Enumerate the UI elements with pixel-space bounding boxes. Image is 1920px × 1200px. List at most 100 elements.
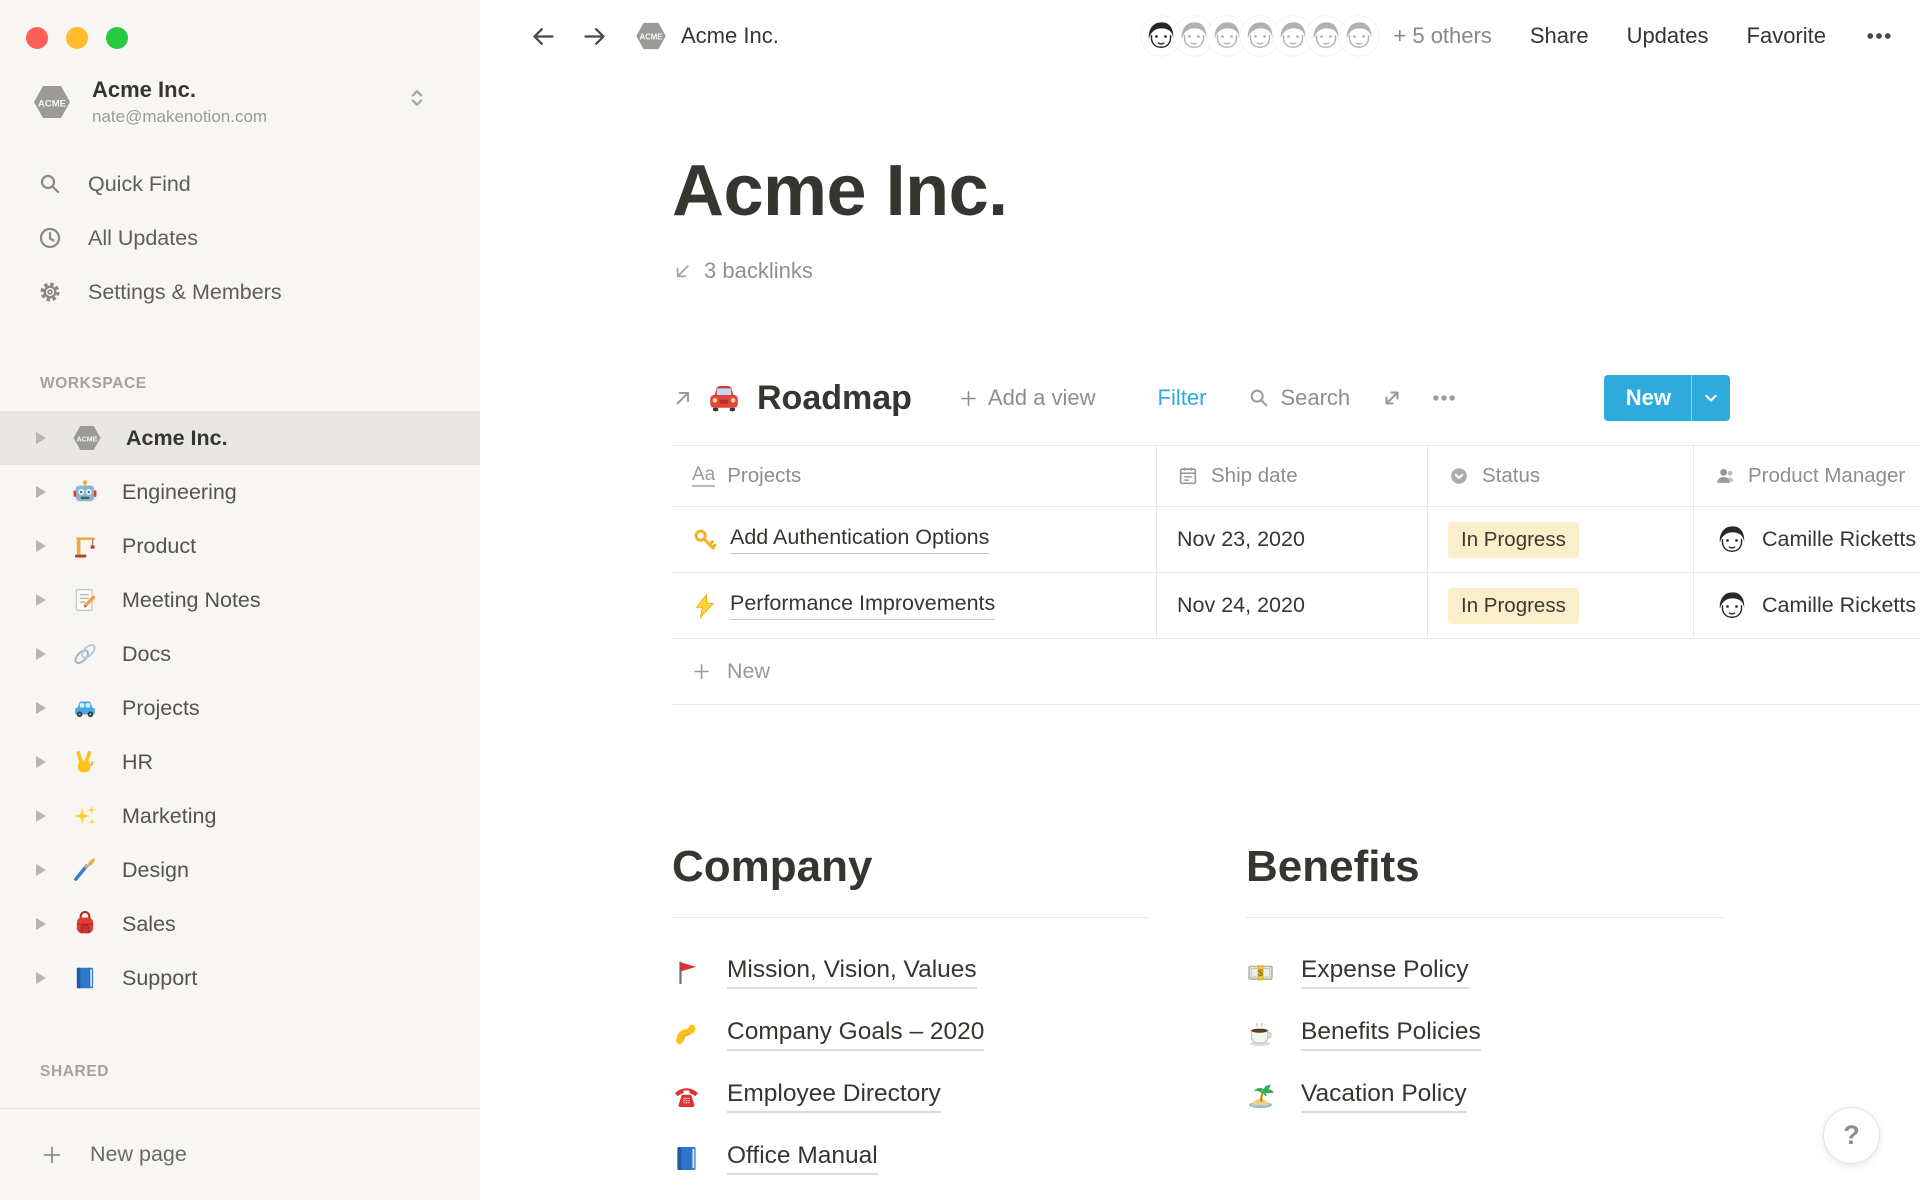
ship-date-value: Nov 23, 2020: [1177, 527, 1305, 551]
avatar[interactable]: [1306, 16, 1347, 56]
red-flag-icon: [672, 958, 701, 987]
expand-toggle-icon[interactable]: [36, 594, 46, 606]
column-header-projects[interactable]: Aa Projects: [672, 446, 1156, 506]
share-button[interactable]: Share: [1529, 23, 1589, 48]
company-links: Mission, Vision, Values Company Goals – …: [672, 941, 1150, 1189]
table-new-row-button[interactable]: New: [672, 639, 1920, 705]
page-link-mission-vision-values[interactable]: Mission, Vision, Values: [672, 941, 1150, 1003]
sidebar-item-all-updates[interactable]: All Updates: [0, 211, 480, 265]
sidebar-item-marketing[interactable]: Marketing: [0, 789, 480, 843]
expand-icon[interactable]: [1380, 386, 1404, 410]
page-link-employee-directory[interactable]: Employee Directory: [672, 1065, 1150, 1127]
project-cell[interactable]: Performance Improvements: [672, 573, 1156, 638]
roadmap-table: Aa Projects Ship date Status Product Man…: [672, 445, 1920, 705]
red-telephone-icon: [672, 1082, 701, 1111]
avatar: [1714, 522, 1750, 558]
avatar[interactable]: [1141, 16, 1182, 56]
blue-book-icon: [72, 965, 98, 991]
sidebar-item-meeting-notes[interactable]: Meeting Notes: [0, 573, 480, 627]
expand-toggle-icon[interactable]: [36, 432, 46, 444]
new-record-button[interactable]: New: [1603, 375, 1730, 421]
expand-toggle-icon[interactable]: [36, 972, 46, 984]
page-link-label: Mission, Vision, Values: [727, 956, 977, 989]
page-title[interactable]: Acme Inc.: [672, 151, 1008, 231]
backlinks-label: 3 backlinks: [704, 258, 813, 283]
sidebar-item-docs[interactable]: Docs: [0, 627, 480, 681]
page-link-label: Office Manual: [727, 1142, 878, 1175]
sidebar-item-product[interactable]: Product: [0, 519, 480, 573]
breadcrumb[interactable]: Acme Inc.: [681, 23, 779, 48]
ship-date-cell[interactable]: Nov 24, 2020: [1156, 573, 1427, 638]
expand-toggle-icon[interactable]: [36, 540, 46, 552]
backlinks-button[interactable]: 3 backlinks: [672, 255, 813, 287]
project-link[interactable]: Performance Improvements: [730, 591, 996, 620]
manager-cell[interactable]: Camille Ricketts: [1693, 507, 1920, 572]
back-arrow-icon[interactable]: [530, 23, 557, 50]
ellipsis-icon[interactable]: [1864, 21, 1894, 51]
page-link-vacation-policy[interactable]: Vacation Policy: [1246, 1065, 1724, 1127]
page-link-office-manual[interactable]: Office Manual: [672, 1127, 1150, 1189]
collection-title[interactable]: Roadmap: [757, 378, 912, 417]
chevron-up-down-icon[interactable]: [406, 87, 428, 109]
gear-icon: [38, 280, 62, 304]
sidebar-item-engineering[interactable]: Engineering: [0, 465, 480, 519]
new-page-button[interactable]: New page: [0, 1108, 480, 1200]
sidebar-item-settings-members[interactable]: Settings & Members: [0, 265, 480, 319]
paperclips-icon: [72, 641, 98, 667]
expand-toggle-icon[interactable]: [36, 864, 46, 876]
acme-badge-icon: [634, 22, 668, 50]
expand-toggle-icon[interactable]: [36, 486, 46, 498]
open-as-page-icon[interactable]: [672, 387, 694, 409]
sidebar-item-support[interactable]: Support: [0, 951, 480, 1005]
manager-cell[interactable]: Camille Ricketts: [1693, 573, 1920, 638]
search-button[interactable]: Search: [1248, 385, 1350, 411]
workspace-switcher[interactable]: Acme Inc. nate@makenotion.com: [32, 77, 450, 127]
page-link-label: Benefits Policies: [1301, 1018, 1481, 1051]
expand-toggle-icon[interactable]: [36, 918, 46, 930]
status-cell[interactable]: In Progress: [1427, 573, 1693, 638]
forward-arrow-icon[interactable]: [581, 23, 608, 50]
status-cell[interactable]: In Progress: [1427, 507, 1693, 572]
sidebar-item-label: Settings & Members: [88, 279, 282, 304]
page-link-expense-policy[interactable]: Expense Policy: [1246, 941, 1724, 1003]
text-property-icon: Aa: [692, 464, 716, 487]
page-link-benefits-policies[interactable]: Benefits Policies: [1246, 1003, 1724, 1065]
sidebar-item-design[interactable]: Design: [0, 843, 480, 897]
window-controls: [0, 0, 480, 49]
updates-button[interactable]: Updates: [1626, 23, 1709, 48]
more-options-icon[interactable]: [1430, 384, 1458, 412]
project-link[interactable]: Add Authentication Options: [730, 525, 990, 554]
arrow-down-left-icon: [672, 261, 693, 282]
minimize-window-button[interactable]: [66, 27, 88, 49]
sidebar-item-sales[interactable]: Sales: [0, 897, 480, 951]
expand-toggle-icon[interactable]: [36, 756, 46, 768]
sidebar-item-hr[interactable]: HR: [0, 735, 480, 789]
avatar[interactable]: [1339, 16, 1380, 56]
expand-toggle-icon[interactable]: [36, 702, 46, 714]
project-cell[interactable]: Add Authentication Options: [672, 507, 1156, 572]
page-link-label: Vacation Policy: [1301, 1080, 1467, 1113]
page-link-company-goals[interactable]: Company Goals – 2020: [672, 1003, 1150, 1065]
section-divider: [672, 917, 1150, 918]
sidebar-item-projects[interactable]: Projects: [0, 681, 480, 735]
ship-date-cell[interactable]: Nov 23, 2020: [1156, 507, 1427, 572]
filter-button[interactable]: Filter: [1157, 385, 1207, 410]
column-header-product-manager[interactable]: Product Manager: [1693, 446, 1920, 506]
sidebar-item-acme-inc[interactable]: Acme Inc.: [0, 411, 480, 465]
others-count-label[interactable]: + 5 others: [1393, 23, 1492, 48]
sidebar-item-quick-find[interactable]: Quick Find: [0, 157, 480, 211]
zoom-window-button[interactable]: [106, 27, 128, 49]
column-header-ship-date[interactable]: Ship date: [1156, 446, 1427, 506]
add-view-button[interactable]: Add a view: [958, 385, 1096, 411]
column-label: Ship date: [1211, 464, 1298, 487]
ship-date-value: Nov 24, 2020: [1177, 593, 1305, 617]
help-button[interactable]: ?: [1823, 1107, 1880, 1164]
main-area: Acme Inc. + 5 others Share Updates Favor…: [480, 0, 1920, 1200]
column-header-status[interactable]: Status: [1427, 446, 1693, 506]
close-window-button[interactable]: [26, 27, 48, 49]
expand-toggle-icon[interactable]: [36, 810, 46, 822]
expand-toggle-icon[interactable]: [36, 648, 46, 660]
favorite-button[interactable]: Favorite: [1746, 23, 1826, 48]
add-view-label: Add a view: [987, 385, 1096, 410]
chevron-down-icon[interactable]: [1692, 388, 1730, 408]
